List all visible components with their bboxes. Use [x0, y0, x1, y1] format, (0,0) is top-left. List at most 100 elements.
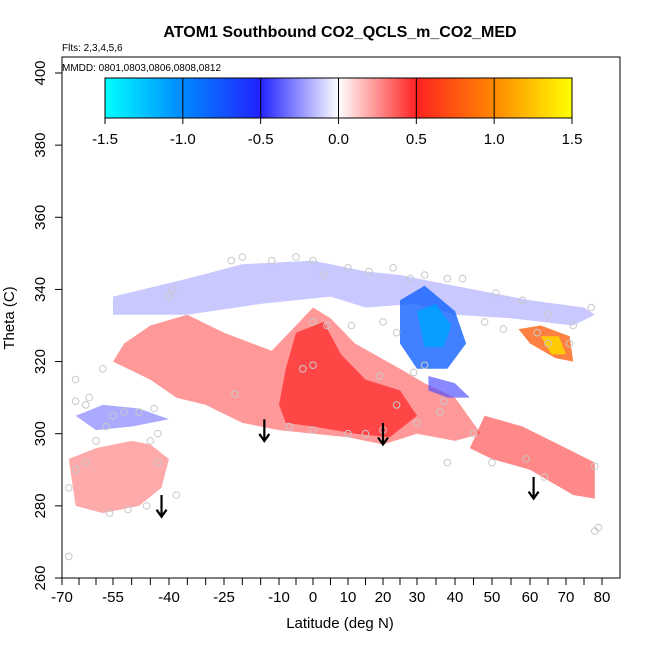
heat-region-northern-red-lower [469, 415, 595, 499]
sample-point [413, 419, 421, 427]
x-tick-label: -55 [102, 589, 124, 606]
sample-point [569, 321, 578, 330]
sample-point [105, 509, 114, 517]
x-tick-label: 0 [309, 589, 317, 606]
sample-point [533, 328, 542, 337]
sample-point [319, 271, 328, 279]
sample-point [420, 271, 429, 279]
sample-point [65, 484, 73, 492]
sample-point [154, 429, 162, 438]
plot-frame [61, 56, 621, 579]
sample-point [436, 408, 444, 416]
sample-point [85, 393, 93, 402]
x-tick-label: 80 [594, 589, 611, 606]
x-tick-label: -25 [213, 589, 235, 606]
sample-point [406, 274, 415, 283]
sample-point [488, 458, 496, 467]
arrow-head [155, 509, 168, 519]
sample-point [443, 458, 452, 467]
x-tick-label: -70 [51, 589, 73, 606]
sample-point [375, 372, 384, 380]
heat-region-upper-blue-band [113, 260, 595, 326]
sample-point [299, 365, 307, 373]
sample-point [492, 289, 500, 297]
colorbar-tick-label: -1.5 [92, 131, 118, 148]
arrow-head [527, 491, 540, 501]
sample-point [469, 429, 478, 438]
y-tick-label: 360 [32, 205, 49, 230]
sample-point [458, 274, 467, 283]
colorbar-tick-label: 1.5 [562, 131, 583, 148]
sample-point [120, 408, 128, 416]
y-tick-label: 400 [32, 60, 49, 85]
sample-point [587, 303, 596, 312]
x-tick-label: 40 [447, 589, 464, 606]
sample-point [71, 397, 80, 406]
sample-point [347, 321, 356, 330]
heat-region-low-blue-streak [428, 376, 470, 398]
sample-point [594, 523, 603, 532]
sample-point [389, 264, 398, 272]
sample-point [591, 462, 599, 471]
sample-point [540, 473, 549, 481]
y-axis: 260 280 300 320 340 360 380 400 [32, 60, 62, 591]
x-tick-label: 20 [375, 589, 392, 606]
y-tick-label: 340 [32, 277, 49, 302]
sample-point [544, 310, 552, 319]
sample-point [309, 256, 317, 265]
x-axis-label: Latitude (deg N) [286, 615, 394, 632]
colorbar-tick-label: -1.0 [170, 131, 196, 148]
sample-point [165, 292, 173, 301]
sample-point [82, 401, 90, 409]
sample-point [109, 411, 117, 420]
x-tick-label: 70 [558, 589, 575, 606]
arrow-head [377, 436, 389, 447]
sample-point [420, 361, 429, 370]
sample-point [82, 458, 90, 467]
y-tick-label: 320 [32, 349, 49, 374]
arrow-head [258, 433, 271, 443]
y-tick-label: 280 [32, 493, 49, 518]
sample-point [518, 296, 527, 305]
sample-point [154, 458, 162, 467]
sample-point [227, 256, 236, 265]
sample-point [443, 274, 452, 283]
heat-region-northern-hotspot-core [540, 336, 566, 355]
sample-point [522, 455, 531, 463]
chart-title: ATOM1 Southbound CO2_QCLS_m_CO2_MED [163, 24, 516, 41]
x-axis: -70 -55 -40 -25 -10 0 10 20 30 40 50 60 70 80 [51, 578, 610, 606]
sample-point [99, 365, 107, 373]
colorbar-tick-label: 0.5 [406, 131, 427, 148]
sample-point [102, 422, 110, 431]
sample-point [292, 253, 300, 261]
colorbar-ticks: -1.5 -1.0 -0.5 0.0 0.5 1.0 1.5 [92, 78, 582, 148]
x-tick-label: 50 [484, 589, 501, 606]
sample-point [409, 368, 418, 377]
x-tick-label: 30 [409, 589, 426, 606]
dates-label: MMDD: 0801,0803,0806,0808,0812 [62, 63, 221, 74]
sample-point [565, 339, 574, 348]
sample-point [344, 429, 352, 438]
sample-point [499, 325, 508, 333]
arrow-layer [155, 419, 540, 519]
sample-point [172, 491, 181, 499]
sample-point [267, 256, 276, 265]
sample-point [71, 375, 80, 384]
sample-point [480, 318, 489, 326]
sample-point [71, 466, 80, 474]
sample-point [591, 527, 599, 535]
x-tick-label: 60 [522, 589, 539, 606]
sample-point [142, 502, 151, 510]
heat-region-southern-blue-wisp [75, 404, 169, 431]
sample-point [124, 505, 132, 514]
sample-point [344, 264, 352, 272]
sample-point [285, 422, 294, 431]
sample-point [439, 397, 448, 406]
sample-point [65, 552, 73, 561]
y-tick-label: 260 [32, 565, 49, 590]
flights-label: Flts: 2,3,4,5,6 [62, 43, 123, 54]
x-tick-label: -10 [268, 589, 290, 606]
heat-field-layer [68, 260, 595, 514]
sample-point [309, 318, 317, 326]
